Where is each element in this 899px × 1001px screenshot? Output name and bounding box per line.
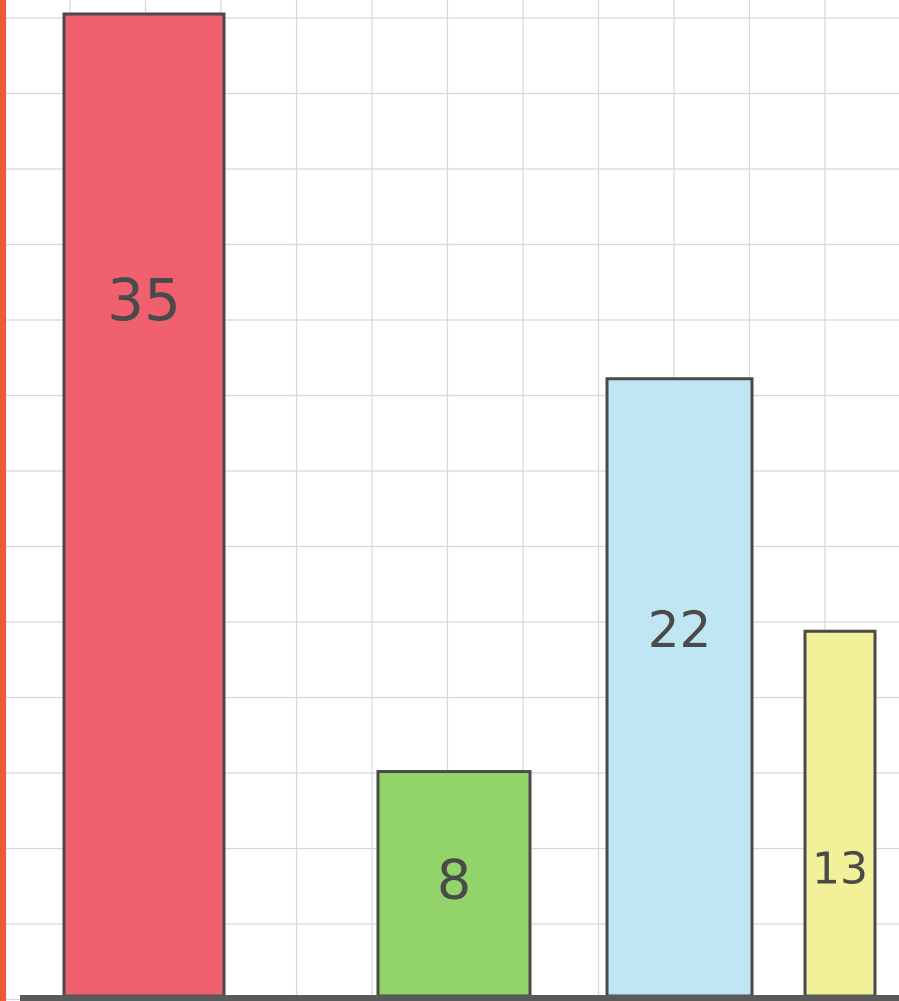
- data-label-35: 35: [107, 266, 181, 334]
- bar-22: [605, 377, 754, 998]
- data-label-13: 13: [812, 843, 868, 894]
- page-left-border: [0, 0, 6, 1001]
- bar-13: [803, 629, 877, 998]
- data-label-22: 22: [648, 601, 712, 659]
- bar-35: [62, 12, 226, 998]
- data-labels: 35 8 22 13: [107, 266, 868, 911]
- data-label-8: 8: [437, 848, 471, 911]
